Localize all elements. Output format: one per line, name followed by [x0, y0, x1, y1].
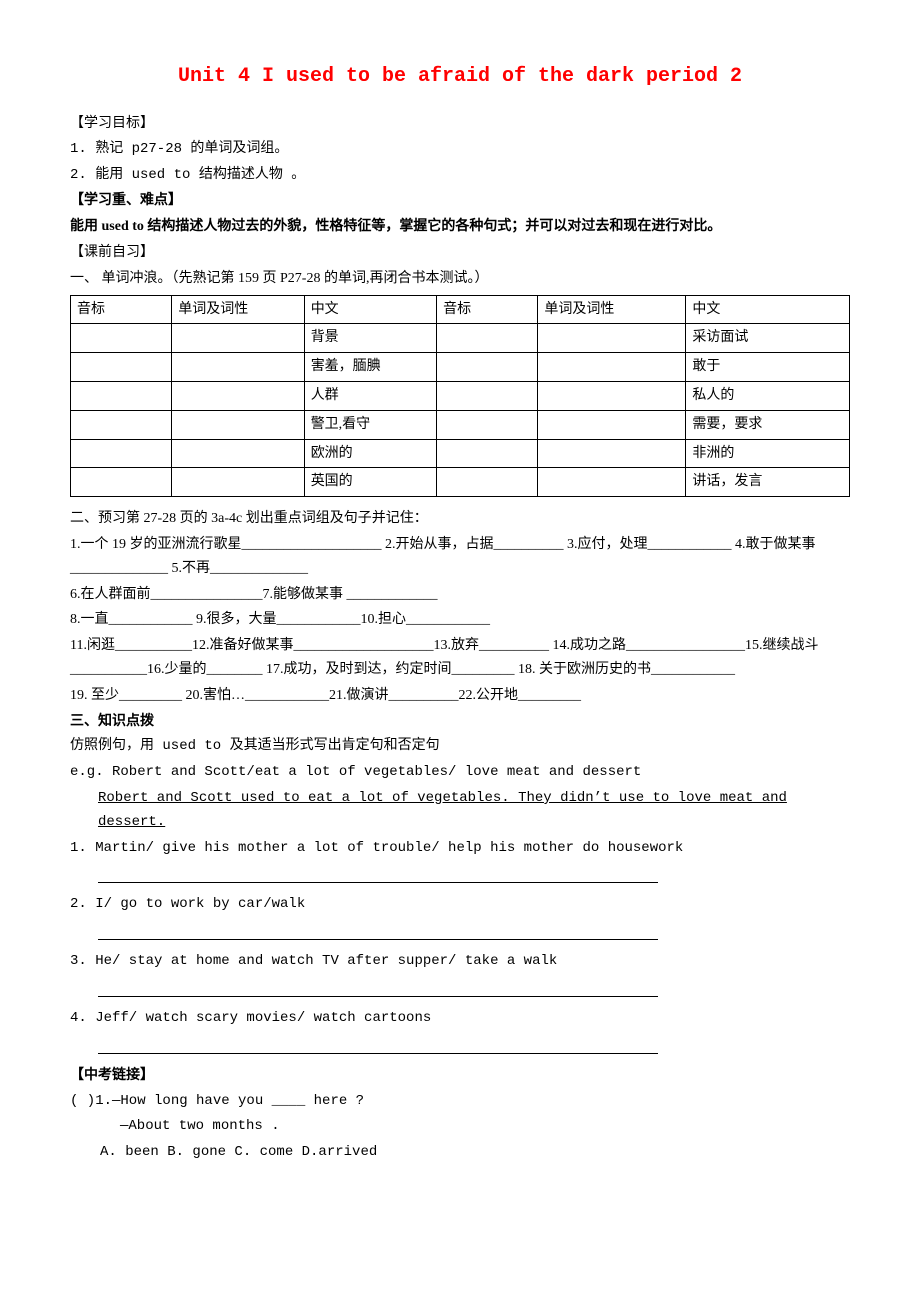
example-answer: Robert and Scott used to eat a lot of ve… — [70, 787, 850, 835]
table-row: 背景 采访面试 — [71, 324, 850, 353]
answer-blank — [98, 921, 658, 940]
link-heading: 【中考链接】 — [70, 1064, 850, 1088]
keydiff-heading: 【学习重、难点】 — [70, 189, 850, 213]
cell — [437, 410, 538, 439]
answer-blank — [98, 978, 658, 997]
cell: 需要，要求 — [686, 410, 850, 439]
cell — [172, 410, 304, 439]
cell — [71, 381, 172, 410]
cell — [437, 468, 538, 497]
th-cn2: 中文 — [686, 295, 850, 324]
mcq-q1b: —About two months . — [70, 1115, 850, 1139]
phrase-line-4: 11.闲逛___________12.准备好做某事_______________… — [70, 634, 850, 682]
cell: 采访面试 — [686, 324, 850, 353]
cell — [437, 353, 538, 382]
th-cn1: 中文 — [304, 295, 436, 324]
exercise-2: 2. I/ go to work by car/walk — [70, 893, 850, 917]
table-header-row: 音标 单词及词性 中文 音标 单词及词性 中文 — [71, 295, 850, 324]
phrase-line-5: 19. 至少_________ 20.害怕…____________21.做演讲… — [70, 684, 850, 708]
answer-blank — [98, 864, 658, 883]
cell — [172, 353, 304, 382]
cell: 害羞，腼腆 — [304, 353, 436, 382]
cell — [538, 410, 686, 439]
table-row: 人群 私人的 — [71, 381, 850, 410]
cell: 私人的 — [686, 381, 850, 410]
cell: 背景 — [304, 324, 436, 353]
cell: 英国的 — [304, 468, 436, 497]
cell — [538, 324, 686, 353]
cell — [538, 439, 686, 468]
page-title: Unit 4 I used to be afraid of the dark p… — [70, 60, 850, 94]
preclass-heading: 【课前自习】 — [70, 241, 850, 265]
cell — [538, 468, 686, 497]
cell: 人群 — [304, 381, 436, 410]
cell: 敢于 — [686, 353, 850, 382]
cell — [71, 439, 172, 468]
exercise-4: 4. Jeff/ watch scary movies/ watch carto… — [70, 1007, 850, 1031]
goal-2: 2. 能用 used to 结构描述人物 。 — [70, 164, 850, 188]
exercise-1: 1. Martin/ give his mother a lot of trou… — [70, 837, 850, 861]
phrase-line-1: 1.一个 19 岁的亚洲流行歌星____________________ 2.开… — [70, 533, 850, 581]
th-word1: 单词及词性 — [172, 295, 304, 324]
table-row: 欧洲的 非洲的 — [71, 439, 850, 468]
th-word2: 单词及词性 — [538, 295, 686, 324]
goals-heading: 【学习目标】 — [70, 112, 850, 136]
table-row: 害羞，腼腆 敢于 — [71, 353, 850, 382]
cell — [71, 324, 172, 353]
cell — [172, 439, 304, 468]
keydiff-text: 能用 used to 结构描述人物过去的外貌，性格特征等，掌握它的各种句式；并可… — [70, 215, 850, 239]
answer-blank — [98, 1035, 658, 1054]
vocab-table: 音标 单词及词性 中文 音标 单词及词性 中文 背景 采访面试 害羞，腼腆 敢于… — [70, 295, 850, 498]
cell — [172, 324, 304, 353]
cell — [172, 468, 304, 497]
cell: 讲话，发言 — [686, 468, 850, 497]
mcq-q1c: A. been B. gone C. come D.arrived — [70, 1141, 850, 1165]
cell — [71, 353, 172, 382]
goal-1: 1. 熟记 p27-28 的单词及词组。 — [70, 138, 850, 162]
phrase-line-3: 8.一直____________ 9.很多，大量____________10.担… — [70, 608, 850, 632]
cell — [538, 353, 686, 382]
th-yinbiao1: 音标 — [71, 295, 172, 324]
table-row: 警卫,看守 需要，要求 — [71, 410, 850, 439]
cell: 非洲的 — [686, 439, 850, 468]
exercise-3: 3. He/ stay at home and watch TV after s… — [70, 950, 850, 974]
cell — [71, 410, 172, 439]
cell — [538, 381, 686, 410]
mcq-q1: ( )1.—How long have you ____ here ? — [70, 1090, 850, 1114]
vocab-intro: 一、 单词冲浪。（先熟记第 159 页 P27-28 的单词,再闭合书本测试。） — [70, 267, 850, 291]
cell — [437, 439, 538, 468]
cell — [172, 381, 304, 410]
preview-heading: 二、预习第 27-28 页的 3a-4c 划出重点词组及句子并记住： — [70, 507, 850, 531]
cell — [437, 324, 538, 353]
cell: 警卫,看守 — [304, 410, 436, 439]
phrase-line-2: 6.在人群面前________________7.能够做某事 _________… — [70, 583, 850, 607]
cell — [437, 381, 538, 410]
example-prompt: e.g. Robert and Scott/eat a lot of veget… — [70, 761, 850, 785]
tips-heading: 三、知识点拨 — [70, 710, 850, 734]
th-yinbiao2: 音标 — [437, 295, 538, 324]
table-row: 英国的 讲话，发言 — [71, 468, 850, 497]
tips-line: 仿照例句，用 used to 及其适当形式写出肯定句和否定句 — [70, 735, 850, 759]
cell — [71, 468, 172, 497]
cell: 欧洲的 — [304, 439, 436, 468]
